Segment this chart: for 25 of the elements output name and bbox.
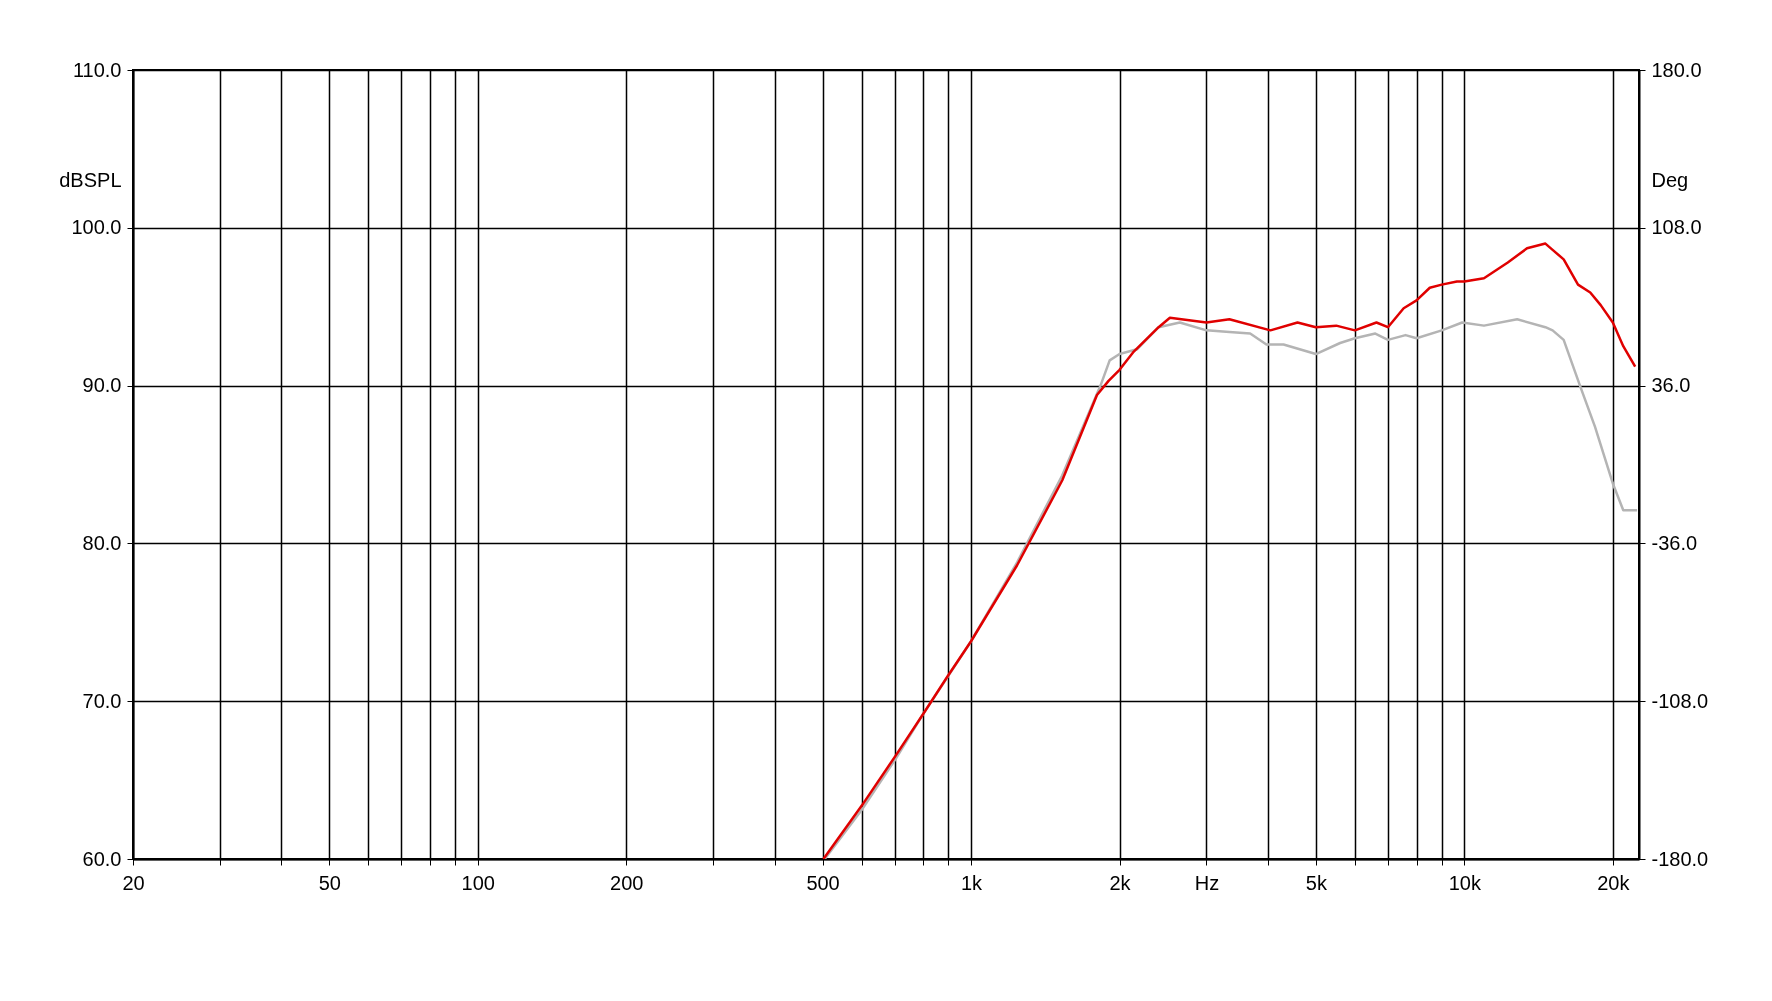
x-tick-label: 2k <box>1109 871 1132 894</box>
x-tick-label: 20k <box>1597 871 1631 894</box>
x-tick-label: 1k <box>960 871 984 894</box>
y2-tick-label: 108.0 <box>1651 216 1702 239</box>
x-tick-label: 50 <box>318 871 341 894</box>
y2-tick-label: -108.0 <box>1651 689 1709 712</box>
x-tick-label: 5k <box>1305 871 1328 894</box>
y2-tick-label: -180.0 <box>1651 847 1709 870</box>
y-tick-label: 100.0 <box>71 216 122 239</box>
y-tick-label: 70.0 <box>82 689 122 712</box>
x-tick-label: 100 <box>461 871 495 894</box>
y-tick-label: 110.0 <box>72 58 122 81</box>
x-tick-label: Hz <box>1194 871 1220 894</box>
y-axis-title: dBSPL <box>59 168 122 191</box>
y2-tick-label: 36.0 <box>1651 374 1691 397</box>
x-tick-label: 500 <box>806 871 840 894</box>
y2-axis-title: Deg <box>1651 168 1689 191</box>
y-tick-label: 60.0 <box>82 847 122 870</box>
x-tick-label: 200 <box>610 871 644 894</box>
y-tick-label: 80.0 <box>82 531 122 554</box>
y2-tick-label: 180.0 <box>1651 58 1702 81</box>
y-tick-label: 90.0 <box>82 374 122 397</box>
x-tick-label: 10k <box>1448 871 1482 894</box>
x-tick-label: 20 <box>122 871 145 894</box>
y2-tick-label: -36.0 <box>1651 531 1698 554</box>
